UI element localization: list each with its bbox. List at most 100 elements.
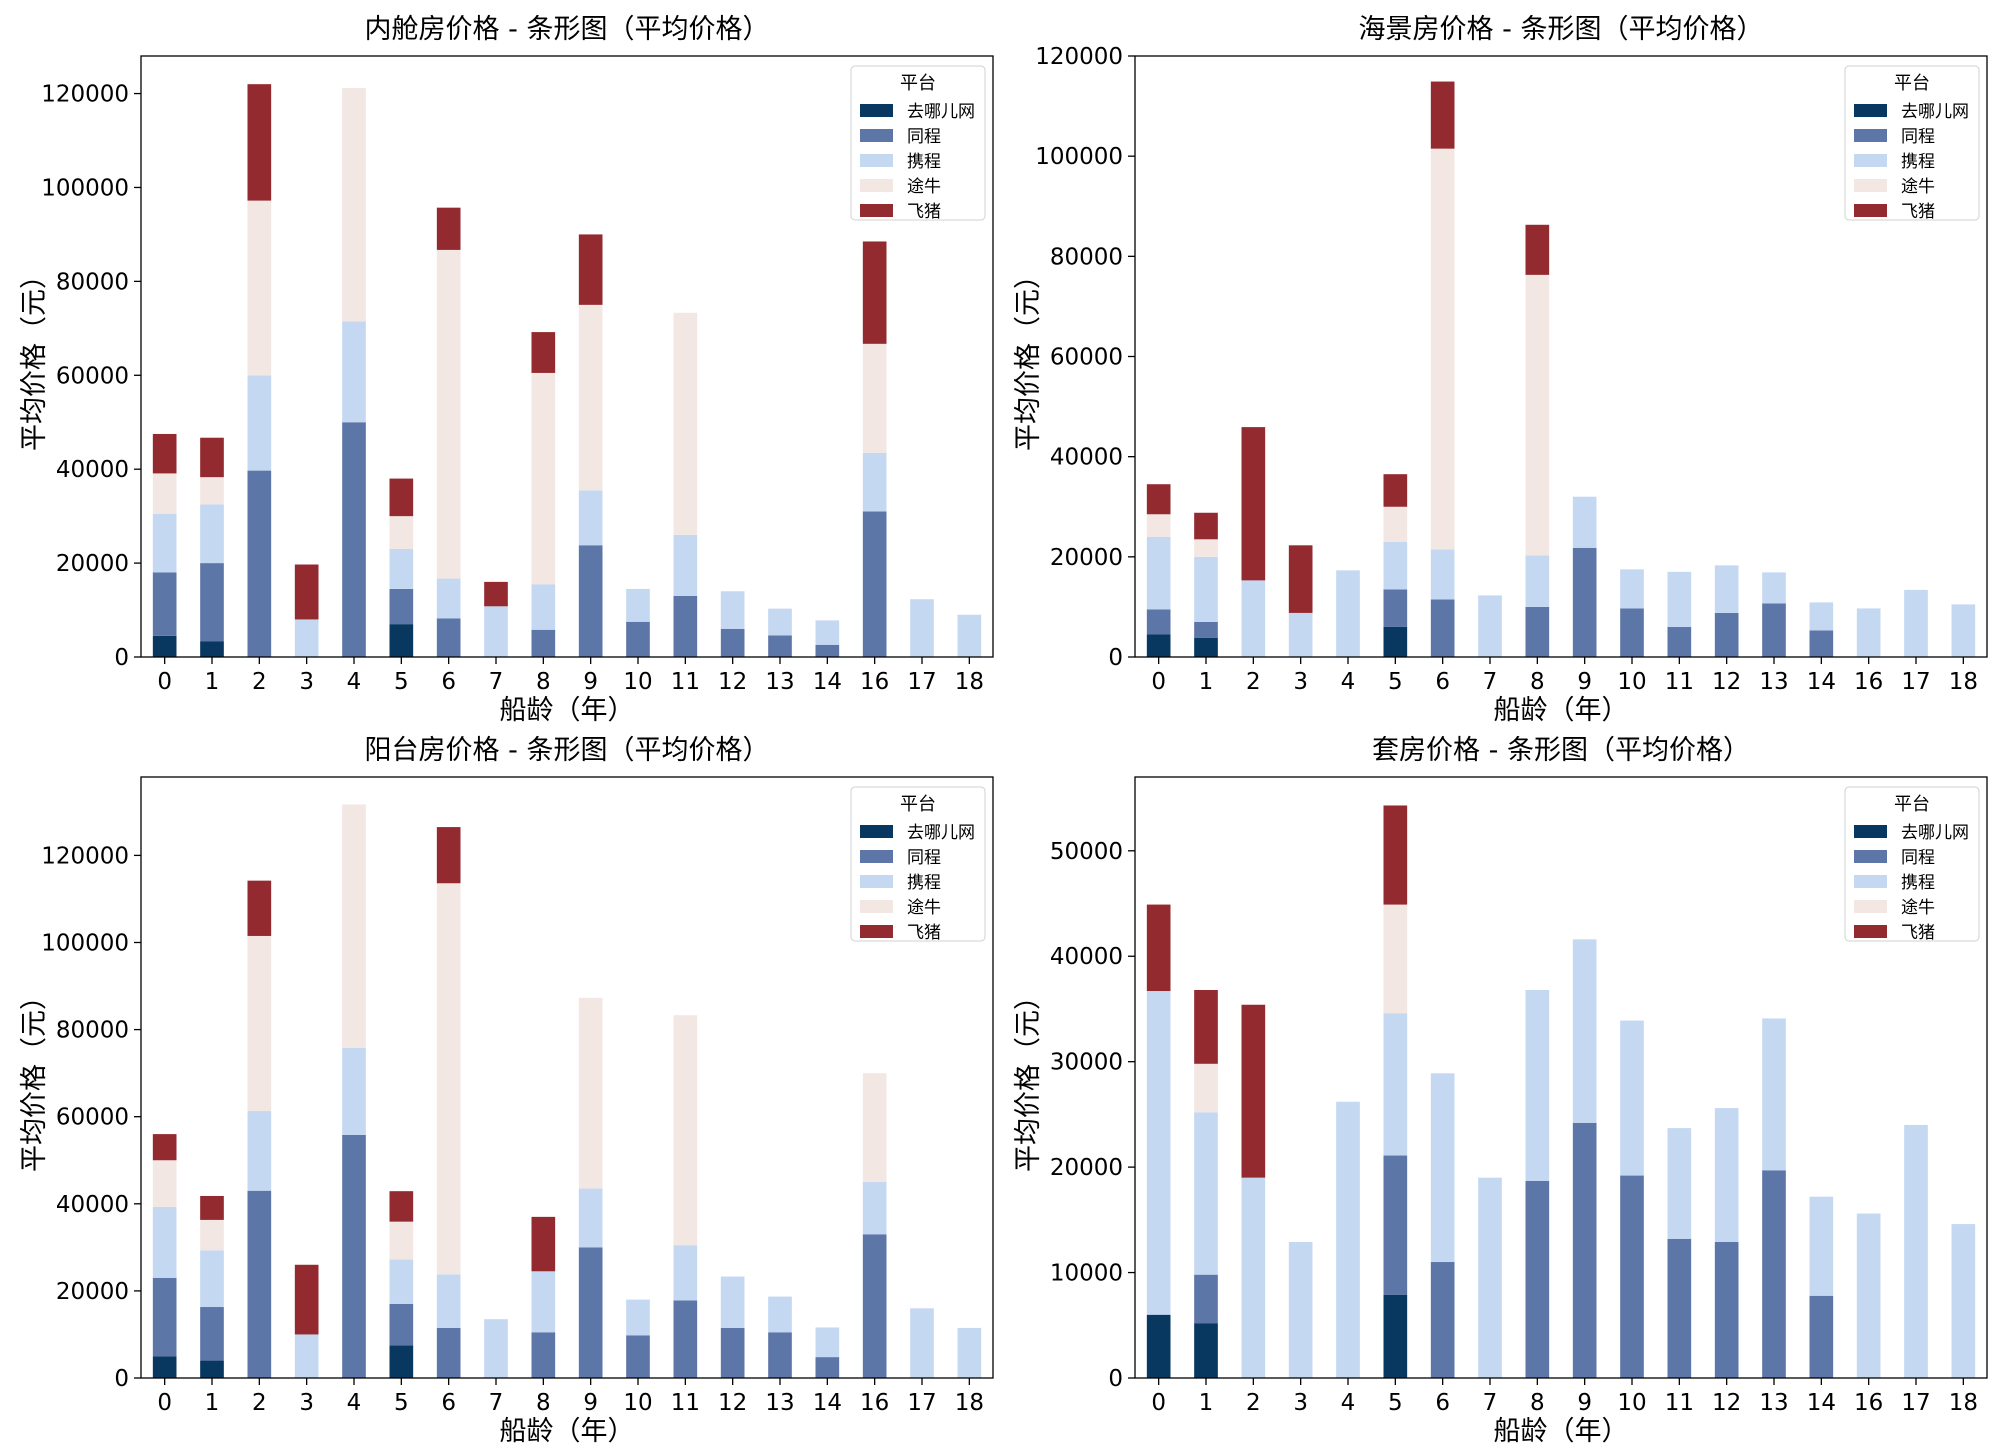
legend-swatch: [1854, 154, 1887, 167]
legend-title: 平台: [1894, 794, 1930, 815]
bar-segment: [389, 624, 414, 657]
legend-label: 途牛: [907, 177, 941, 197]
x-tick-label: 13: [765, 669, 794, 695]
bar-segment: [152, 1206, 177, 1278]
x-axis-label: 船龄（年）: [1494, 695, 1629, 726]
bar-segment: [436, 207, 461, 250]
bar-segment: [342, 422, 366, 657]
x-tick-label: 13: [1759, 1390, 1788, 1416]
x-tick-label: 0: [1151, 669, 1166, 695]
bar-segment: [152, 433, 177, 474]
bar-segment: [436, 249, 461, 579]
x-tick-label: 10: [1617, 669, 1646, 695]
bar-segment: [862, 452, 887, 512]
y-tick-label: 10000: [1050, 1261, 1123, 1287]
y-tick-label: 60000: [56, 363, 129, 389]
bar-segment: [342, 804, 366, 1048]
bar-segment: [1194, 1063, 1218, 1113]
x-tick-label: 2: [1246, 1390, 1261, 1416]
bar-segment: [531, 372, 556, 585]
x-tick-label: 3: [299, 669, 314, 695]
bar-segment: [1194, 556, 1218, 622]
bar-segment: [578, 1247, 603, 1378]
x-tick-label: 18: [955, 1390, 984, 1416]
bar-segment: [389, 516, 414, 550]
legend-swatch: [860, 850, 893, 863]
bar-segment: [484, 581, 508, 607]
bar-segment: [768, 1332, 792, 1378]
x-tick-label: 11: [1665, 1390, 1694, 1416]
y-tick-label: 100000: [41, 175, 129, 201]
y-tick-label: 80000: [56, 1018, 129, 1044]
bar-segment: [673, 1300, 698, 1378]
bar-segment: [1951, 1224, 1976, 1378]
x-tick-label: 6: [1435, 669, 1450, 695]
bar-segment: [673, 534, 698, 596]
x-tick-label: 1: [1199, 669, 1214, 695]
bar-segment: [294, 1334, 319, 1378]
chart-title: 海景房价格 - 条形图（平均价格）: [1359, 14, 1764, 45]
bar-segment: [768, 608, 792, 636]
y-axis-label: 平均价格（元）: [1013, 983, 1044, 1172]
legend-label: 携程: [1901, 873, 1935, 893]
legend-label: 去哪儿网: [907, 823, 975, 843]
x-tick-label: 9: [1577, 1390, 1592, 1416]
bar-segment: [389, 1345, 414, 1378]
plot-frame: [140, 776, 994, 1379]
x-tick-label: 5: [1388, 1390, 1403, 1416]
legend-swatch: [860, 154, 893, 167]
legend-label: 飞猪: [907, 923, 941, 943]
x-tick-label: 17: [1901, 669, 1930, 695]
legend-swatch: [1854, 204, 1887, 217]
bar-segment: [1430, 1262, 1455, 1378]
bar-segment: [957, 1327, 982, 1378]
bar-segment: [247, 200, 272, 376]
y-tick-label: 40000: [56, 1192, 129, 1218]
bar-segment: [342, 321, 366, 423]
bar-segment: [389, 1191, 414, 1222]
bar-segment: [531, 584, 556, 630]
bar-segment: [200, 1219, 224, 1251]
y-tick-label: 0: [1108, 1366, 1123, 1392]
bar-segment: [862, 343, 887, 453]
bar-segment: [1288, 1241, 1313, 1378]
bar-segment: [1194, 637, 1218, 657]
bar-segment: [1383, 1294, 1408, 1378]
x-tick-label: 1: [1199, 1390, 1214, 1416]
bar-segment: [1525, 224, 1550, 275]
bar-segment: [200, 1360, 224, 1378]
y-tick-label: 120000: [41, 82, 129, 108]
chart-panel-2: 海景房价格 - 条形图（平均价格）02000040000600008000010…: [1013, 14, 1988, 726]
chart-title: 套房价格 - 条形图（平均价格）: [1372, 735, 1750, 766]
chart-title: 内舱房价格 - 条形图（平均价格）: [365, 14, 770, 45]
x-tick-label: 5: [1388, 669, 1403, 695]
bar-segment: [342, 87, 366, 322]
bar-segment: [1525, 274, 1550, 556]
legend-swatch: [1854, 900, 1887, 913]
x-tick-label: 3: [1293, 669, 1308, 695]
x-tick-label: 18: [1949, 669, 1978, 695]
bar-segment: [200, 1250, 224, 1308]
y-tick-label: 20000: [1050, 1155, 1123, 1181]
bar-segment: [1146, 634, 1171, 657]
bar-segment: [1762, 1018, 1786, 1171]
bar-segment: [1809, 602, 1834, 631]
bar-segment: [436, 883, 461, 1275]
legend-label: 携程: [1901, 152, 1935, 172]
bar-segment: [484, 1319, 508, 1378]
y-tick-label: 100000: [41, 930, 129, 956]
bar-segment: [1809, 1295, 1834, 1378]
bar-segment: [578, 997, 603, 1189]
bar-segment: [1714, 1108, 1739, 1242]
bar-segment: [247, 375, 272, 471]
plot-frame: [140, 55, 994, 658]
bar-segment: [1288, 612, 1313, 657]
legend-swatch: [860, 900, 893, 913]
bar-segment: [768, 1296, 792, 1333]
x-tick-label: 0: [1151, 1390, 1166, 1416]
bar-segment: [1430, 549, 1455, 600]
legend-swatch: [1854, 104, 1887, 117]
legend-title: 平台: [1894, 73, 1930, 94]
bar-segment: [1430, 148, 1455, 550]
bar-segment: [1146, 514, 1171, 537]
